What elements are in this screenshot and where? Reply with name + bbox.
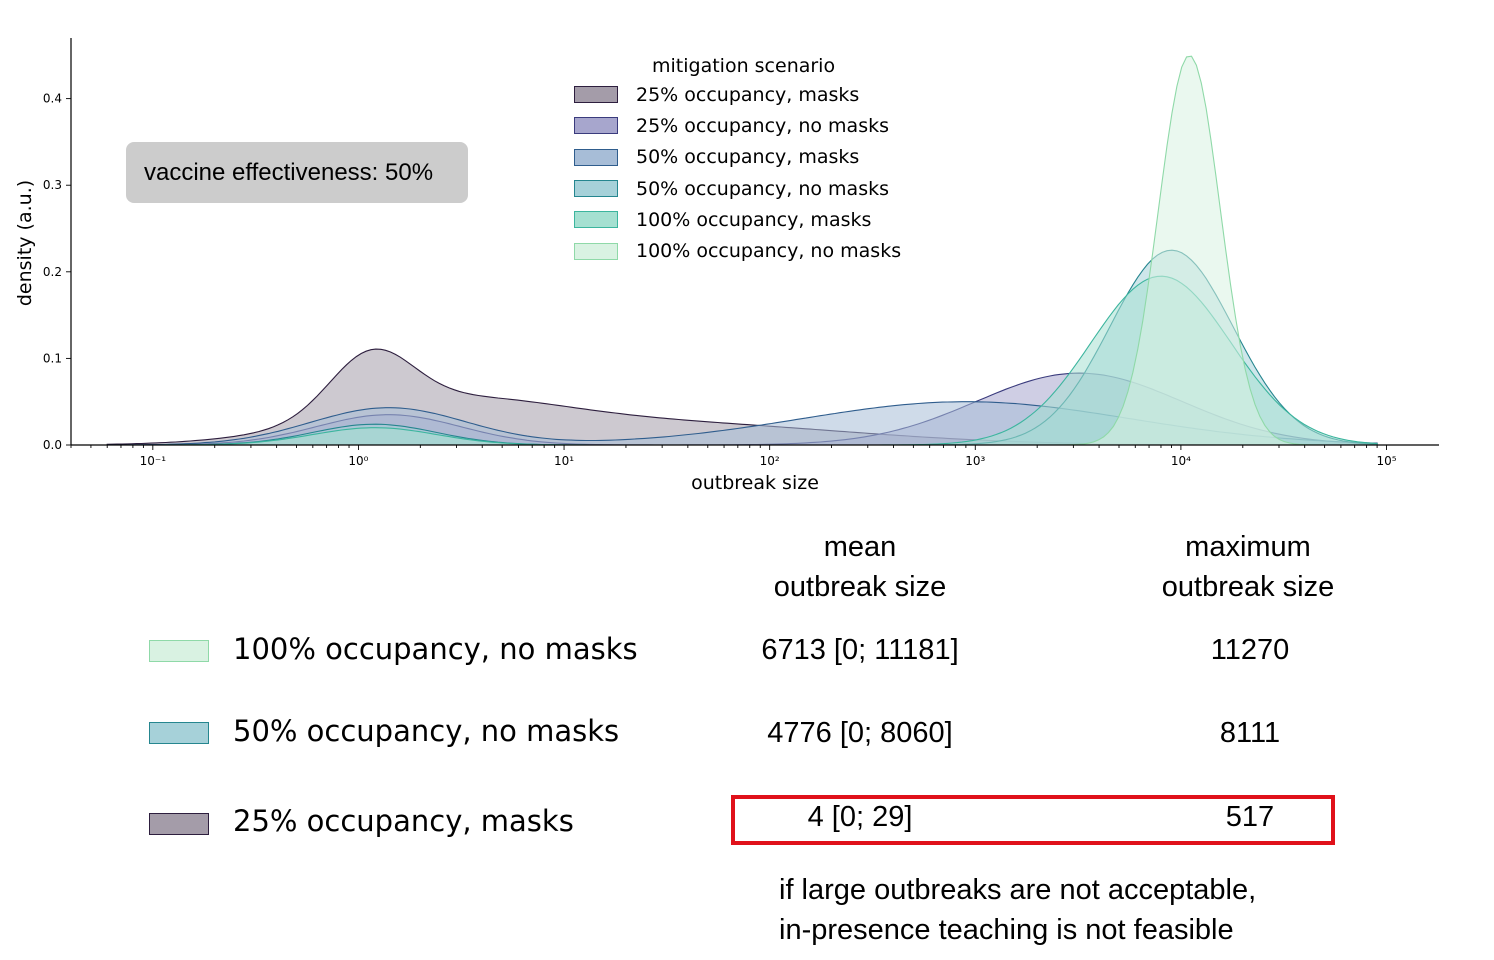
legend-label: 50% occupancy, no masks [636,177,890,200]
vaccine-effectiveness-text: vaccine effectiveness: 50% [144,158,434,186]
x-ticks: 10⁻¹ 10⁰ 10¹ 10² 10³ 10⁴ 10⁵ [70,445,1397,468]
row-swatch [149,640,209,662]
row-max: 517 [1225,801,1275,833]
max-outbreak-size-header: maximum outbreak size [1098,527,1398,607]
row-mean: 6713 [0; 11181] [761,634,959,666]
y-axis-label: density (a.u.) [14,180,36,306]
legend-entry: 50% occupancy, masks [574,142,954,173]
max-header-line2: outbreak size [1161,571,1335,603]
legend-swatch [574,180,618,198]
legend-label: 25% occupancy, no masks [636,114,890,137]
x-tick-label: 10⁻¹ [140,454,167,468]
row-label: 50% occupancy, no masks [233,714,620,748]
table-row: 25% occupancy, masks 4 [0; 29] 517 [0,801,1494,844]
max-header-line1: maximum [1185,531,1311,563]
conclusion-note: if large outbreaks are not acceptable, i… [779,870,1256,950]
row-mean: 4776 [0; 8060] [767,717,953,749]
axes [70,38,1439,446]
legend-label: 50% occupancy, masks [636,146,860,169]
x-tick-label: 10¹ [554,454,574,468]
y-tick-label: 0.1 [43,351,62,365]
legend-entry: 25% occupancy, masks [574,79,954,110]
legend-entries: 25% occupancy, masks 25% occupancy, no ma… [574,79,954,267]
x-tick-label: 10⁰ [348,454,368,468]
x-tick-label: 10² [760,454,780,468]
y-tick-label: 0.3 [43,178,62,192]
x-tick-label: 10⁵ [1376,454,1396,468]
legend-swatch [574,86,618,104]
row-max: 11270 [1210,634,1290,666]
legend-label: 25% occupancy, masks [636,83,860,106]
note-line1: if large outbreaks are not acceptable, [779,874,1257,906]
legend-label: 100% occupancy, masks [636,208,872,231]
row-mean: 4 [0; 29] [807,801,913,833]
y-ticks: 0.0 0.1 0.2 0.3 0.4 [43,92,71,452]
legend-swatch [574,242,618,260]
row-max: 8111 [1219,717,1281,749]
x-axis-label: outbreak size [691,472,819,494]
mean-outbreak-size-header: mean outbreak size [710,527,1010,607]
table-row: 100% occupancy, no masks 6713 [0; 11181]… [0,632,1494,672]
legend-entry: 50% occupancy, no masks [574,173,954,204]
legend-title: mitigation scenario [652,55,836,77]
x-tick-label: 10⁴ [1171,454,1191,468]
highlight-box [731,795,1335,845]
y-tick-label: 0.2 [43,265,62,279]
row-label: 100% occupancy, no masks [233,632,638,666]
x-tick-label: 10³ [965,454,985,468]
row-label: 25% occupancy, masks [233,804,574,838]
row-swatch [149,813,209,835]
legend-entry: 25% occupancy, no masks [574,110,954,141]
row-swatch [149,722,209,744]
legend-entry: 100% occupancy, masks [574,204,954,235]
density-chart: 10⁻¹ 10⁰ 10¹ 10² 10³ 10⁴ 10⁵ 0.0 0.1 0.2 0.3 0.4 o… [14,38,1439,494]
y-tick-label: 0.4 [43,92,62,106]
note-line2: in-presence teaching is not feasible [779,914,1234,946]
vaccine-effectiveness-annotation: vaccine effectiveness: 50% [126,142,468,203]
chart-legend: mitigation scenario 25% occupancy, masks… [574,54,954,267]
mean-header-line1: mean [823,531,897,563]
mean-header-line2: outbreak size [773,571,947,603]
legend-entry: 100% occupancy, no masks [574,235,954,266]
density-areas [106,55,1378,446]
legend-swatch [574,211,618,229]
legend-label: 100% occupancy, no masks [636,240,902,263]
legend-swatch [574,148,618,166]
legend-swatch [574,117,618,135]
y-tick-label: 0.0 [43,438,62,452]
table-row: 50% occupancy, no masks 4776 [0; 8060] 8… [0,714,1494,754]
